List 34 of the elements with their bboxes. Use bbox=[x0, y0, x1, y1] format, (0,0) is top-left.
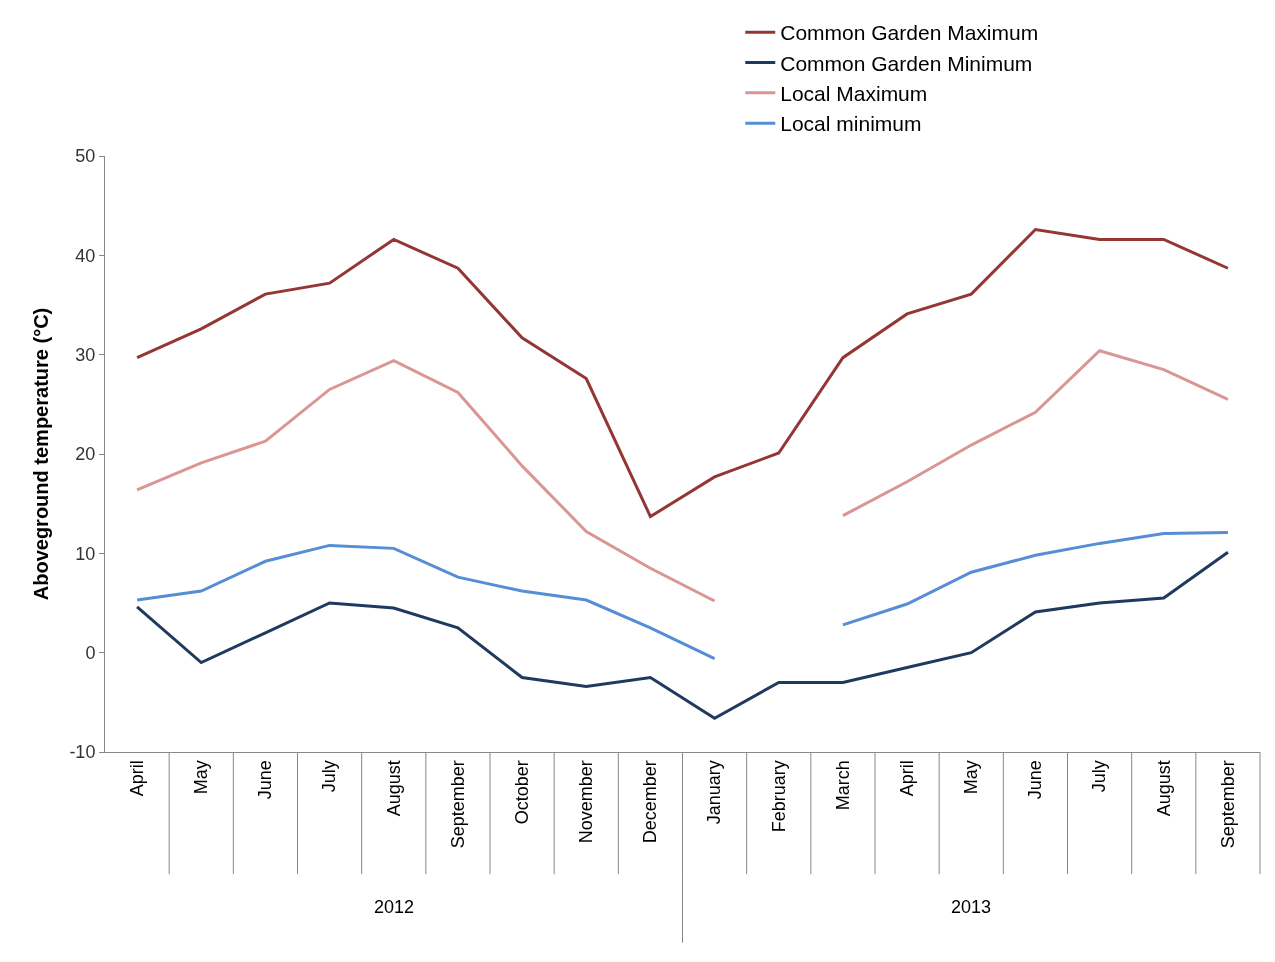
x-tick-label: August bbox=[1153, 760, 1174, 817]
y-tick-label: 30 bbox=[75, 344, 96, 365]
x-tick-label: November bbox=[576, 760, 597, 844]
y-tick-label: -10 bbox=[69, 742, 96, 763]
legend-label: Common Garden Minimum bbox=[780, 51, 1033, 75]
x-tick-label: April bbox=[126, 760, 147, 797]
x-tick-label: January bbox=[704, 760, 725, 825]
x-tick-label: May bbox=[961, 760, 982, 795]
legend-label: Local minimum bbox=[780, 112, 922, 136]
legend-label: Common Garden Maximum bbox=[780, 21, 1039, 45]
y-tick-label: 50 bbox=[75, 146, 96, 167]
y-axis-title: Aboveground temperature (°C) bbox=[29, 307, 52, 601]
y-tick-label: 20 bbox=[75, 444, 96, 465]
x-tick-label: December bbox=[640, 760, 661, 844]
line-series bbox=[135, 550, 1230, 720]
y-tick-label: 10 bbox=[75, 543, 96, 564]
x-tick-label: September bbox=[1217, 760, 1238, 849]
line-series bbox=[135, 228, 1230, 519]
x-tick-label: July bbox=[1089, 760, 1110, 793]
x-tick-label: July bbox=[319, 760, 340, 793]
x-tick-label: October bbox=[511, 760, 532, 825]
legend-label: Local Maximum bbox=[780, 82, 928, 106]
y-tick-label: 40 bbox=[75, 245, 96, 266]
x-tick-label: February bbox=[768, 760, 789, 833]
x-tick-label: June bbox=[255, 760, 276, 800]
x-tick-label: May bbox=[191, 760, 212, 795]
x-tick-label: September bbox=[447, 760, 468, 849]
x-tick-label: April bbox=[896, 760, 917, 797]
x-tick-label: August bbox=[383, 760, 404, 817]
text: 2013 bbox=[951, 897, 992, 917]
text: 2012 bbox=[374, 897, 415, 917]
y-tick-label: 0 bbox=[85, 642, 96, 663]
x-tick-label: June bbox=[1025, 760, 1046, 800]
x-tick-label: March bbox=[832, 760, 853, 811]
